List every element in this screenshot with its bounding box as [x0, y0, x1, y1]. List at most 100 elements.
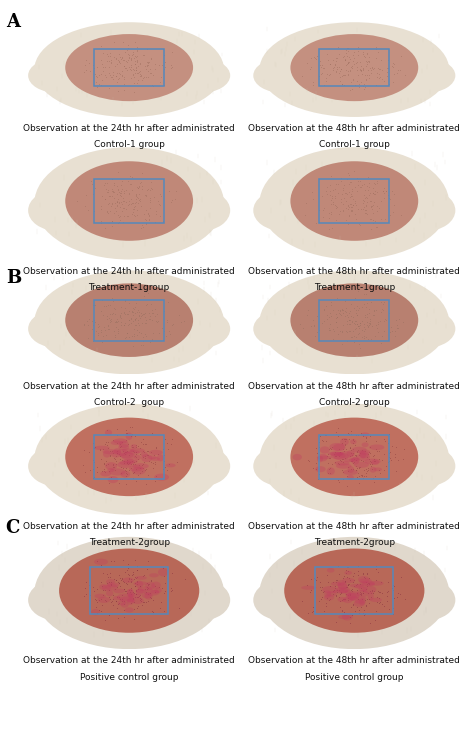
Ellipse shape [354, 600, 365, 607]
Ellipse shape [94, 446, 110, 450]
Ellipse shape [129, 465, 143, 471]
Ellipse shape [65, 284, 193, 357]
Ellipse shape [120, 452, 134, 458]
Ellipse shape [136, 589, 146, 594]
Ellipse shape [154, 474, 169, 481]
Ellipse shape [315, 466, 326, 472]
Text: Treatment-2group: Treatment-2group [89, 538, 170, 547]
Ellipse shape [398, 580, 456, 621]
Ellipse shape [138, 586, 153, 591]
Ellipse shape [320, 447, 330, 453]
Text: Control-1 group: Control-1 group [319, 140, 390, 149]
Ellipse shape [331, 452, 346, 459]
Ellipse shape [113, 439, 128, 444]
Ellipse shape [330, 452, 342, 456]
Ellipse shape [65, 417, 193, 496]
Ellipse shape [338, 588, 348, 594]
Ellipse shape [346, 593, 359, 600]
Ellipse shape [149, 450, 163, 455]
Ellipse shape [333, 444, 346, 451]
Ellipse shape [149, 573, 159, 577]
Ellipse shape [127, 599, 134, 605]
Ellipse shape [119, 461, 134, 465]
Ellipse shape [317, 455, 332, 459]
Ellipse shape [111, 450, 121, 458]
Ellipse shape [349, 458, 360, 463]
Ellipse shape [352, 447, 367, 452]
Ellipse shape [327, 591, 337, 596]
Ellipse shape [359, 451, 369, 458]
Ellipse shape [130, 448, 145, 453]
Ellipse shape [131, 597, 144, 604]
Ellipse shape [107, 468, 115, 472]
Text: Observation at the 48th hr after administrated: Observation at the 48th hr after adminis… [248, 382, 460, 390]
Text: Observation at the 48th hr after administrated: Observation at the 48th hr after adminis… [248, 267, 460, 276]
Ellipse shape [34, 270, 224, 374]
Ellipse shape [131, 444, 137, 449]
Ellipse shape [127, 589, 133, 594]
Ellipse shape [253, 580, 311, 621]
Ellipse shape [374, 467, 382, 471]
Ellipse shape [127, 459, 137, 463]
Ellipse shape [106, 590, 113, 596]
Ellipse shape [284, 548, 424, 633]
Ellipse shape [173, 190, 230, 231]
Ellipse shape [122, 448, 135, 452]
Ellipse shape [328, 452, 344, 455]
Ellipse shape [337, 451, 354, 458]
Ellipse shape [360, 450, 366, 458]
Ellipse shape [98, 596, 110, 603]
Text: Observation at the 24th hr after administrated: Observation at the 24th hr after adminis… [23, 267, 235, 276]
Ellipse shape [94, 594, 106, 599]
Ellipse shape [350, 596, 358, 601]
Ellipse shape [34, 404, 224, 515]
Bar [319, 435, 389, 479]
Ellipse shape [348, 593, 356, 600]
Ellipse shape [369, 444, 384, 450]
Bar [94, 179, 164, 223]
Ellipse shape [135, 576, 147, 580]
Text: C: C [6, 519, 20, 537]
Ellipse shape [398, 446, 456, 486]
Ellipse shape [338, 615, 350, 619]
Ellipse shape [100, 471, 111, 477]
Ellipse shape [259, 270, 449, 374]
Text: B: B [6, 269, 21, 287]
Ellipse shape [151, 582, 161, 589]
Text: A: A [6, 13, 20, 31]
Ellipse shape [253, 190, 311, 231]
Ellipse shape [91, 609, 100, 616]
Ellipse shape [357, 453, 370, 461]
Ellipse shape [350, 439, 356, 444]
Ellipse shape [144, 590, 160, 596]
Ellipse shape [344, 571, 352, 575]
Ellipse shape [118, 444, 129, 450]
Text: Positive control group: Positive control group [305, 673, 403, 681]
Ellipse shape [99, 584, 107, 590]
Ellipse shape [358, 450, 370, 455]
Text: Observation at the 24th hr after administrated: Observation at the 24th hr after adminis… [23, 522, 235, 531]
Ellipse shape [356, 590, 368, 597]
Ellipse shape [259, 537, 449, 649]
Ellipse shape [354, 461, 369, 468]
Ellipse shape [329, 443, 345, 451]
Ellipse shape [123, 458, 135, 463]
Ellipse shape [355, 585, 365, 588]
Ellipse shape [113, 596, 120, 600]
Ellipse shape [370, 467, 376, 473]
Bar [319, 300, 389, 341]
Ellipse shape [121, 602, 128, 607]
Ellipse shape [107, 583, 119, 587]
Bar [90, 567, 168, 614]
Text: Observation at the 48th hr after administrated: Observation at the 48th hr after adminis… [248, 124, 460, 133]
Bar [315, 567, 393, 614]
Ellipse shape [355, 599, 365, 604]
Ellipse shape [173, 580, 230, 621]
Bar [319, 179, 389, 223]
Ellipse shape [356, 596, 366, 600]
Ellipse shape [336, 463, 352, 469]
Ellipse shape [126, 433, 133, 440]
Text: Treatment-1group: Treatment-1group [314, 283, 395, 292]
Ellipse shape [105, 584, 118, 591]
Ellipse shape [34, 537, 224, 649]
